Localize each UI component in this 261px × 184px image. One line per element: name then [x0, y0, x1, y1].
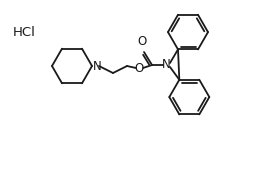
Text: N: N [93, 59, 102, 72]
Text: O: O [134, 61, 144, 75]
Text: O: O [137, 35, 147, 48]
Text: N: N [162, 59, 170, 72]
Text: HCl: HCl [13, 26, 36, 38]
